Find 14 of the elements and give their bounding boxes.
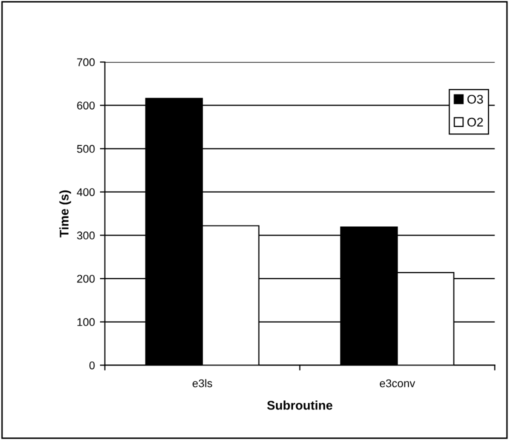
legend-label: O2 (467, 118, 483, 127)
y-tick-label: 400 (76, 188, 95, 196)
x-tick-label: e3ls (192, 379, 212, 388)
y-tick-label: 300 (77, 232, 95, 240)
legend-label: O3 (467, 94, 483, 104)
y-tick-label: 700 (77, 58, 95, 66)
y-tick-label: 0 (89, 361, 95, 370)
x-tick-label: e3conv (380, 379, 416, 388)
y-axis-title: Time (s) (59, 190, 72, 238)
x-axis-title: Subroutine (267, 400, 332, 410)
y-tick-label: 100 (77, 318, 95, 326)
y-tick-label: 500 (77, 144, 95, 153)
y-tick-label: 200 (77, 274, 95, 283)
y-tick-label: 600 (77, 102, 95, 110)
